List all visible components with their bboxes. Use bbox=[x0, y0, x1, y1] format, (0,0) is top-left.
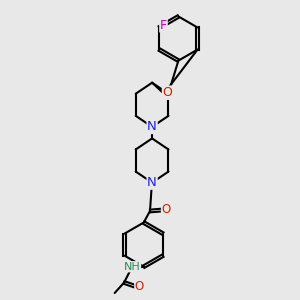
Text: O: O bbox=[162, 203, 171, 216]
Text: N: N bbox=[147, 120, 157, 134]
Text: F: F bbox=[160, 19, 167, 32]
Text: NH: NH bbox=[124, 262, 140, 272]
Text: N: N bbox=[147, 176, 157, 189]
Text: O: O bbox=[163, 86, 172, 99]
Text: O: O bbox=[135, 280, 144, 293]
